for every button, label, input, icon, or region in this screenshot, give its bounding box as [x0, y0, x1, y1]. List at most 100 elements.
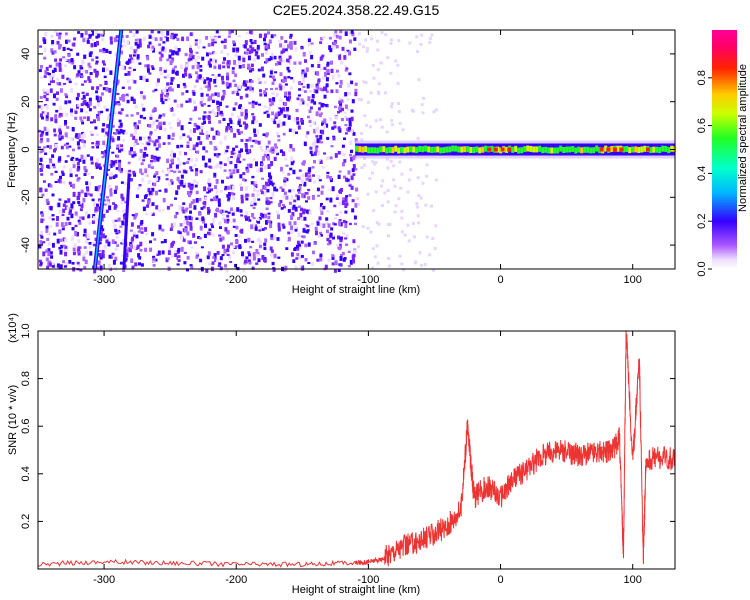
noise-mark	[62, 244, 66, 247]
noise-mark	[299, 212, 303, 218]
noise-mark	[51, 193, 55, 197]
noise-mark	[340, 99, 344, 103]
noise-mark	[323, 124, 326, 129]
noise-mark	[69, 173, 73, 178]
noise-mark	[231, 212, 235, 216]
noise-mark	[377, 222, 381, 226]
noise-mark	[143, 195, 147, 199]
noise-mark	[231, 67, 235, 70]
noise-mark	[64, 222, 68, 226]
noise-mark	[117, 217, 121, 222]
noise-mark	[207, 178, 211, 183]
carrier-core	[403, 147, 407, 154]
noise-mark	[424, 203, 428, 207]
noise-mark	[302, 235, 306, 239]
noise-mark	[340, 254, 343, 257]
noise-mark	[44, 70, 48, 75]
colorbar-tick-label: 0.6	[696, 118, 708, 133]
noise-mark	[150, 65, 154, 68]
noise-mark	[339, 30, 343, 34]
noise-mark	[251, 175, 255, 179]
noise-mark	[49, 225, 53, 228]
noise-mark	[100, 92, 104, 96]
noise-mark	[216, 100, 220, 105]
noise-mark	[254, 101, 258, 105]
noise-mark	[204, 196, 208, 199]
noise-mark	[338, 55, 342, 60]
noise-mark	[153, 129, 157, 132]
noise-mark	[272, 268, 276, 272]
carrier-core	[436, 146, 440, 153]
noise-mark	[300, 118, 304, 123]
noise-mark	[43, 75, 47, 78]
noise-mark	[215, 130, 219, 136]
noise-mark	[342, 153, 346, 157]
noise-mark	[314, 139, 318, 145]
noise-mark	[279, 43, 283, 48]
noise-mark	[250, 63, 254, 67]
noise-mark	[225, 126, 229, 131]
noise-mark	[244, 238, 247, 243]
noise-mark	[255, 249, 259, 254]
noise-mark	[245, 197, 249, 201]
noise-mark	[220, 112, 224, 117]
noise-mark	[288, 221, 292, 226]
noise-mark	[227, 197, 231, 200]
noise-mark	[221, 179, 224, 184]
noise-mark	[133, 141, 137, 147]
noise-mark	[307, 188, 311, 192]
noise-mark	[192, 91, 196, 96]
noise-mark	[257, 258, 261, 263]
noise-mark	[252, 206, 256, 210]
noise-mark	[134, 138, 138, 143]
noise-mark	[74, 82, 78, 86]
x-tick-label: -300	[93, 574, 115, 586]
noise-mark	[75, 232, 79, 237]
noise-mark	[273, 55, 277, 60]
noise-mark	[117, 103, 121, 106]
noise-mark	[157, 176, 161, 180]
noise-mark	[208, 158, 212, 163]
noise-mark	[350, 185, 354, 190]
noise-mark	[352, 132, 356, 136]
carrier-core	[664, 145, 668, 152]
noise-mark	[138, 262, 141, 266]
noise-mark	[178, 205, 182, 211]
noise-mark	[303, 181, 307, 187]
noise-mark	[325, 90, 329, 93]
noise-mark	[174, 46, 178, 51]
noise-mark	[111, 163, 115, 167]
noise-mark	[58, 34, 62, 40]
noise-mark	[337, 235, 340, 240]
noise-mark	[198, 128, 202, 133]
noise-mark	[337, 73, 341, 78]
noise-mark	[53, 93, 56, 99]
noise-mark	[322, 223, 326, 228]
noise-mark	[275, 112, 279, 118]
noise-mark	[82, 132, 86, 138]
noise-mark	[197, 55, 200, 59]
noise-mark	[397, 102, 400, 105]
noise-mark	[131, 58, 135, 64]
noise-mark	[227, 244, 230, 249]
noise-mark	[348, 222, 352, 226]
noise-mark	[158, 224, 162, 229]
noise-mark	[240, 107, 244, 113]
noise-mark	[166, 92, 169, 96]
noise-mark	[297, 217, 301, 221]
carrier-core	[538, 145, 542, 152]
colorbar-tick-label: 0.8	[696, 70, 708, 85]
carrier-core	[445, 146, 449, 153]
noise-mark	[339, 189, 343, 194]
carrier-core	[454, 145, 458, 152]
noise-mark	[219, 259, 223, 262]
carrier-core	[529, 145, 533, 152]
noise-mark	[208, 165, 212, 169]
noise-mark	[55, 143, 58, 148]
noise-mark	[142, 206, 146, 212]
noise-mark	[136, 142, 140, 145]
noise-mark	[353, 154, 357, 159]
noise-mark	[54, 118, 58, 124]
noise-mark	[316, 71, 320, 76]
noise-mark	[72, 201, 76, 205]
